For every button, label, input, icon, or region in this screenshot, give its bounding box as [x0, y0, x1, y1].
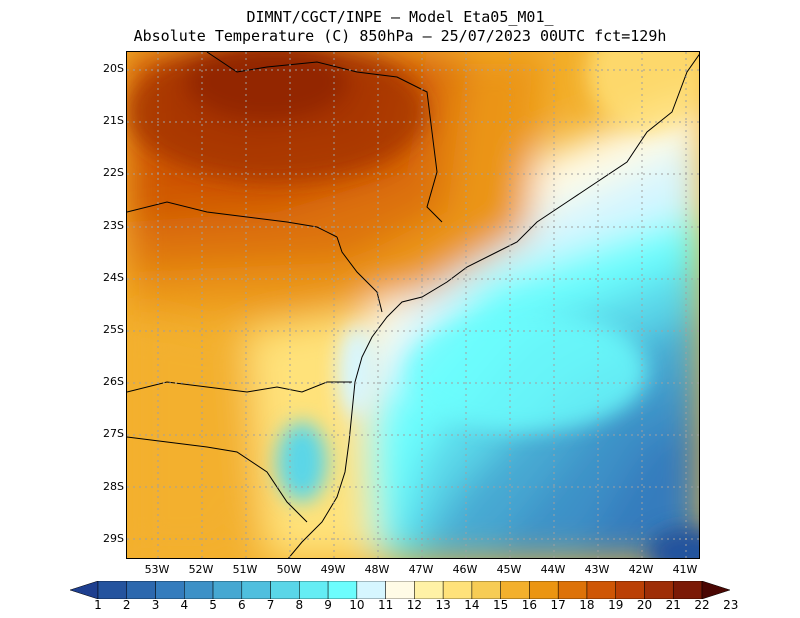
colorbar-label: 14	[464, 598, 480, 612]
colorbar-label: 23	[723, 598, 739, 612]
colorbar-swatch	[126, 581, 156, 599]
colorbar-label: 12	[406, 598, 423, 612]
lat-label: 24S	[103, 271, 124, 284]
colorbar-swatch	[529, 581, 559, 599]
lon-label: 50W	[276, 563, 302, 576]
colorbar-swatch	[615, 581, 645, 599]
lon-label: 43W	[584, 563, 610, 576]
lat-label: 25S	[103, 323, 124, 336]
colorbar-label: 4	[180, 598, 189, 612]
colorbar-swatch	[97, 581, 128, 599]
colorbar-swatch	[500, 581, 530, 599]
coastal-cool	[277, 422, 327, 502]
colorbar-label: 19	[608, 598, 624, 612]
colorbar-label: 7	[266, 598, 275, 612]
lon-label: 53W	[144, 563, 170, 576]
border-5	[206, 52, 443, 223]
border-3	[127, 381, 352, 393]
colorbar-arrow-left	[70, 581, 99, 599]
colorbar-swatch	[241, 581, 271, 599]
zone-5	[578, 422, 699, 558]
colorbar-label: 20	[636, 598, 653, 612]
lon-label: 44W	[540, 563, 566, 576]
lon-label: 47W	[408, 563, 434, 576]
colorbar-label: 13	[435, 598, 451, 612]
colorbar-label: 10	[349, 598, 365, 612]
lat-label: 23S	[103, 219, 124, 232]
colorbar-label: 21	[665, 598, 681, 612]
colorbar-swatch	[184, 581, 214, 599]
lat-label: 26S	[103, 375, 124, 388]
gridlines	[127, 52, 699, 558]
colorbar-swatch	[644, 581, 674, 599]
lon-label: 42W	[628, 563, 654, 576]
lat-label: 21S	[103, 114, 124, 127]
colorbar-label: 8	[295, 598, 304, 612]
colorbar-label: 15	[493, 598, 509, 612]
colorbar-label: 6	[237, 598, 246, 612]
lon-label: 41W	[672, 563, 698, 576]
map-title-line1: DIMNT/CGCT/INPE — Model Eta05_M01_	[246, 8, 554, 26]
colorbar-label: 11	[377, 598, 394, 612]
lon-label: 51W	[232, 563, 258, 576]
colorbar-swatch	[672, 581, 703, 599]
colorbar-label: 3	[151, 598, 160, 612]
colorbar-label: 1	[94, 598, 102, 612]
lat-label: 22S	[103, 166, 124, 179]
colorbar-swatch	[414, 581, 444, 599]
temperature-map	[127, 52, 699, 558]
colorbar-swatch	[557, 581, 588, 599]
lat-label: 20S	[103, 62, 124, 75]
border-4	[127, 436, 308, 523]
colorbar-swatch	[155, 581, 185, 599]
colorbar-label: 9	[324, 598, 332, 612]
colorbar-label: 17	[550, 598, 566, 612]
colorbar-swatch	[270, 581, 300, 599]
coastal-cool2	[339, 327, 375, 417]
colorbar-swatch	[442, 581, 473, 599]
border-2	[336, 236, 383, 313]
map-frame	[126, 51, 700, 559]
border-1	[127, 201, 338, 238]
colorbar-label: 16	[521, 598, 538, 612]
colorbar-arrow-right	[701, 581, 730, 599]
ne-warm	[587, 52, 699, 132]
lon-label: 48W	[364, 563, 390, 576]
colorbar	[70, 581, 730, 599]
lat-label: 27S	[103, 427, 124, 440]
lat-label: 28S	[103, 480, 124, 493]
colorbar-swatch	[356, 581, 386, 599]
colorbar-swatch	[327, 581, 358, 599]
map-title-line2: Absolute Temperature (C) 850hPa — 25/07/…	[133, 27, 667, 45]
lon-label: 49W	[320, 563, 346, 576]
lon-label: 46W	[452, 563, 478, 576]
colorbar-swatch	[471, 581, 501, 599]
colorbar-label: 2	[122, 598, 131, 612]
coastline	[288, 53, 699, 558]
cyan-pool	[407, 312, 647, 432]
colorbar-swatch	[586, 581, 616, 599]
colorbar-label: 5	[209, 598, 217, 612]
colorbar-swatch	[385, 581, 415, 599]
colorbar-label: 18	[579, 598, 595, 612]
colorbar-swatch	[299, 581, 329, 599]
lon-label: 45W	[496, 563, 522, 576]
colorbar-label: 22	[694, 598, 710, 612]
lat-label: 29S	[103, 532, 124, 545]
coastlines-borders	[127, 52, 699, 558]
lon-label: 52W	[188, 563, 214, 576]
colorbar-swatch	[212, 581, 243, 599]
